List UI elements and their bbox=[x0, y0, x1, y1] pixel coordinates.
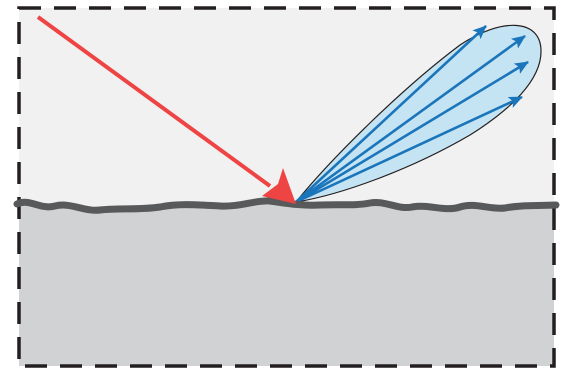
material-region bbox=[19, 200, 554, 366]
rough-surface bbox=[13, 197, 560, 214]
reflected-ray-3 bbox=[295, 60, 529, 204]
incident-ray bbox=[36, 15, 272, 188]
incident-ray-arrowhead bbox=[262, 168, 296, 204]
reflected-ray-1 bbox=[295, 25, 487, 203]
boundary-frame bbox=[17, 6, 556, 368]
reflected-ray-4 bbox=[295, 95, 523, 204]
reflected-ray-2 bbox=[295, 34, 526, 204]
